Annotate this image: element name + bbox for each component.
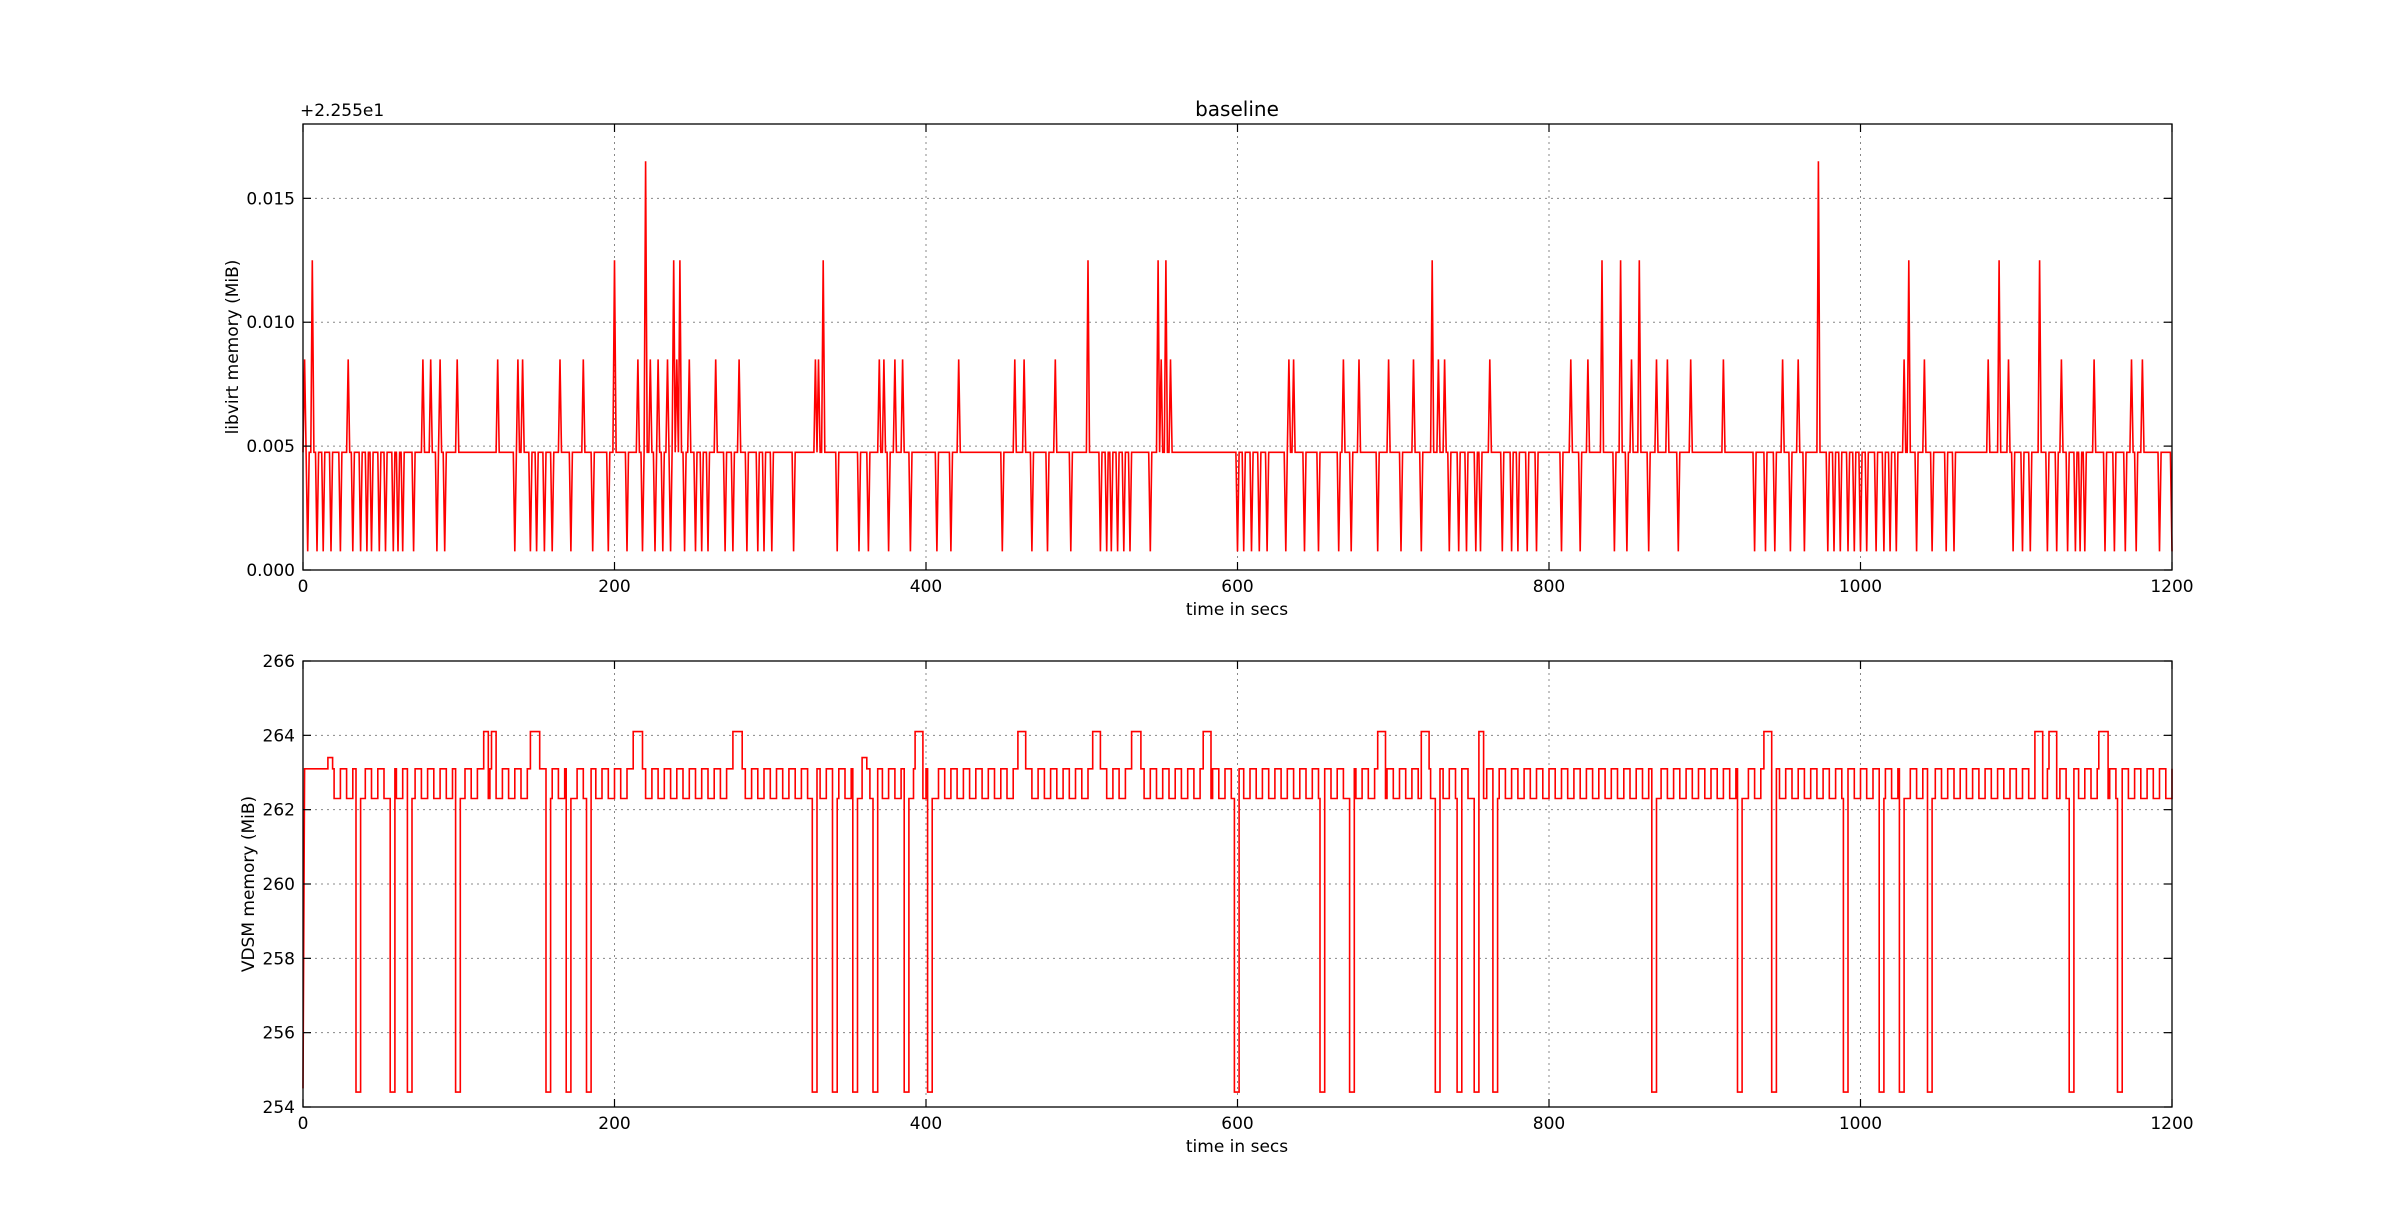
bottom-grid bbox=[303, 661, 2172, 1107]
x-tick-label: 1000 bbox=[1839, 577, 1882, 597]
y-tick-label: 0.005 bbox=[246, 437, 295, 457]
x-tick-label: 0 bbox=[298, 577, 309, 597]
chart-title: baseline bbox=[1195, 97, 1279, 121]
x-tick-label: 400 bbox=[910, 577, 942, 597]
x-tick-label: 400 bbox=[910, 1114, 942, 1134]
vdsm-memory-line bbox=[302, 730, 2173, 1093]
top-x-axis-label: time in secs bbox=[1186, 600, 1288, 620]
y-tick-label: 266 bbox=[263, 652, 295, 672]
bottom-ticks: 0 200 400 600 800 1000 1200 254 256 258 260 262 264 2… bbox=[263, 652, 2194, 1134]
x-tick-label: 0 bbox=[298, 1114, 309, 1134]
y-tick-label: 254 bbox=[263, 1098, 295, 1118]
y-tick-label: 264 bbox=[263, 726, 295, 746]
top-axes: 0 200 400 600 800 1000 1200 0.000 0.005 0.010 0.01… bbox=[223, 97, 2194, 620]
y-tick-label: 0.010 bbox=[246, 313, 295, 333]
x-tick-label: 1000 bbox=[1839, 1114, 1882, 1134]
y-tick-label: 258 bbox=[263, 949, 295, 969]
libvirt-memory-line bbox=[302, 161, 2173, 552]
x-tick-label: 800 bbox=[1533, 1114, 1565, 1134]
top-ticks: 0 200 400 600 800 1000 1200 0.000 0.005 0.010 0.01… bbox=[246, 124, 2194, 597]
y-tick-label: 256 bbox=[263, 1024, 295, 1044]
y-offset-label: +2.255e1 bbox=[300, 101, 384, 121]
x-tick-label: 200 bbox=[598, 577, 630, 597]
bottom-y-axis-label: VDSM memory (MiB) bbox=[239, 796, 259, 972]
bottom-axes: 0 200 400 600 800 1000 1200 254 256 258 260 262 264 2… bbox=[239, 652, 2194, 1157]
x-tick-label: 800 bbox=[1533, 577, 1565, 597]
y-tick-label: 0.015 bbox=[246, 189, 295, 209]
x-tick-label: 200 bbox=[598, 1114, 630, 1134]
y-tick-label: 260 bbox=[263, 875, 295, 895]
x-tick-label: 600 bbox=[1221, 577, 1253, 597]
y-tick-label: 0.000 bbox=[246, 561, 295, 581]
top-y-axis-label: libvirt memory (MiB) bbox=[223, 260, 243, 435]
x-tick-label: 1200 bbox=[2150, 1114, 2193, 1134]
x-tick-label: 600 bbox=[1221, 1114, 1253, 1134]
bottom-x-axis-label: time in secs bbox=[1186, 1137, 1288, 1157]
x-tick-label: 1200 bbox=[2150, 577, 2193, 597]
y-tick-label: 262 bbox=[263, 801, 295, 821]
